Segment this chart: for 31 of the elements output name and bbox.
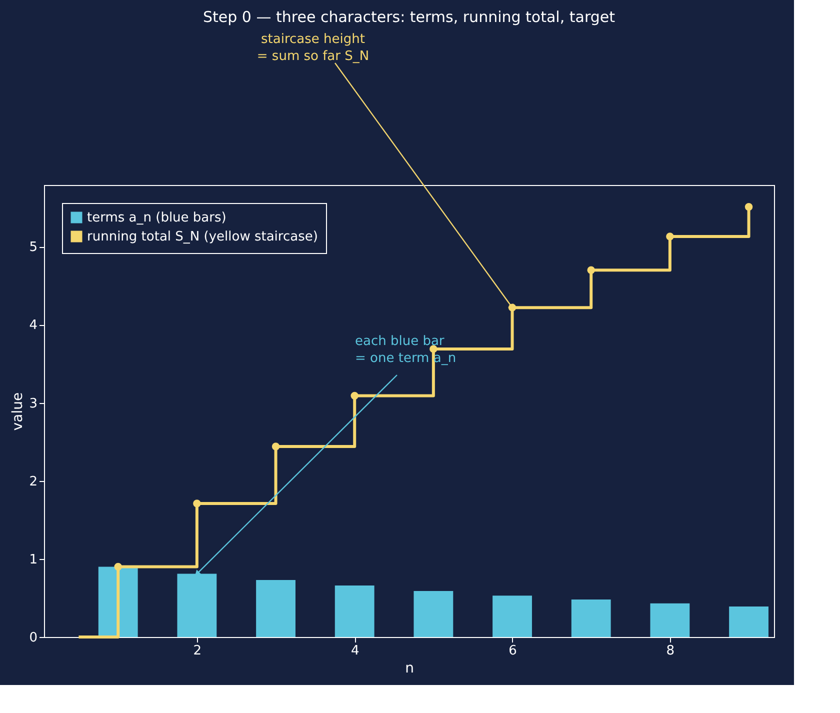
point	[350, 392, 358, 400]
x-tick-label: 6	[508, 644, 517, 658]
bar	[650, 603, 690, 637]
point	[430, 345, 438, 353]
y-tick-label: 1	[29, 552, 38, 568]
annotation: staircase height = sum so far S_N	[256, 32, 370, 64]
legend-label: terms a_n (blue bars)	[87, 210, 226, 226]
point	[272, 442, 280, 450]
bar	[334, 585, 374, 637]
point	[114, 562, 122, 571]
y-tick-label: 5	[29, 240, 38, 256]
x-tick-label: 2	[193, 644, 202, 658]
point	[587, 266, 595, 274]
point	[744, 202, 753, 211]
y-axis-title: value	[10, 392, 26, 431]
y-tick-label: 3	[29, 396, 38, 412]
x-axis-title: n	[405, 660, 414, 676]
x-tick-label: 4	[350, 644, 360, 658]
x-tick-label: 8	[666, 644, 675, 658]
y-tick-label: 4	[29, 318, 38, 334]
y-tick-label: 2	[29, 474, 38, 490]
chart-title: Step 0 — three characters: terms, running total, target	[203, 8, 616, 26]
bar	[256, 580, 296, 637]
bar	[729, 606, 768, 637]
legend-label: running total S_N (yellow staircase)	[87, 230, 318, 244]
point	[666, 232, 674, 240]
bar	[492, 596, 532, 637]
bar	[571, 600, 611, 637]
point	[193, 500, 201, 508]
bar	[414, 590, 454, 637]
y-tick-label: 0	[29, 630, 38, 646]
